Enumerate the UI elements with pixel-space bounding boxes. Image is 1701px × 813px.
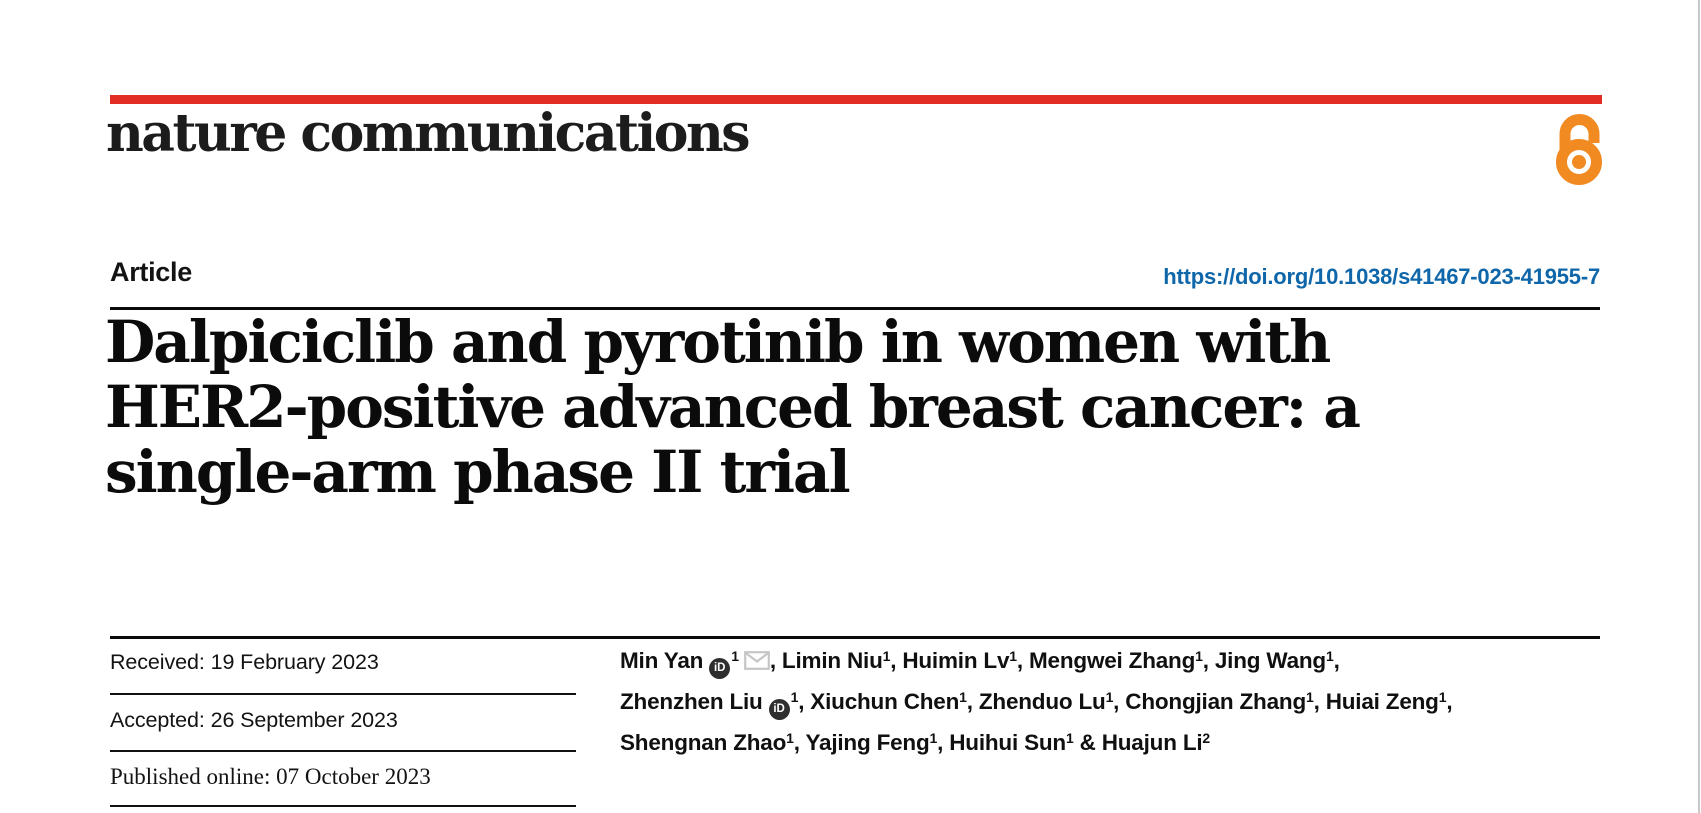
- affiliation-superscript: 1: [1325, 647, 1334, 664]
- page-right-edge: [1698, 0, 1700, 813]
- history-divider: [110, 693, 576, 695]
- author-name: Huajun Li: [1101, 730, 1203, 755]
- affiliation-superscript: 1: [1065, 729, 1074, 746]
- author-name: Huihui Sun: [949, 730, 1066, 755]
- history-divider: [110, 750, 576, 752]
- author-name: Mengwei Zhang: [1029, 648, 1196, 673]
- author-name: Yajing Feng: [805, 730, 930, 755]
- accepted-date: 26 September 2023: [210, 708, 398, 732]
- author-name: Limin Niu: [781, 648, 883, 673]
- email-icon[interactable]: [743, 642, 770, 683]
- orcid-icon[interactable]: iD: [768, 699, 790, 720]
- author-line: Min Yan iD1, Limin Niu1, Huimin Lv1, Meng…: [620, 640, 1630, 681]
- author-name: Min Yan: [620, 648, 704, 673]
- affiliation-superscript: 1: [731, 647, 739, 664]
- affiliation-superscript: 1: [1105, 688, 1114, 705]
- journal-logo: nature communications: [106, 103, 751, 164]
- affiliation-superscript: 1: [959, 688, 967, 705]
- author-name: Chongjian Zhang: [1125, 689, 1307, 714]
- title-line: single-arm phase II trial: [105, 438, 851, 506]
- affiliation-superscript: 1: [786, 729, 794, 746]
- accepted-label: Accepted:: [110, 708, 205, 732]
- author-name: Xiuchun Chen: [810, 689, 960, 714]
- published-label: Published online:: [110, 764, 271, 789]
- open-access-padlock-icon: [1552, 107, 1606, 190]
- metadata-top-rule: [110, 636, 1600, 639]
- affiliation-superscript: 1: [1195, 647, 1203, 664]
- affiliation-superscript: 1: [1009, 647, 1017, 664]
- brand-red-rule: [110, 95, 1602, 104]
- orcid-icon[interactable]: iD: [709, 658, 731, 679]
- article-header-rule: [110, 307, 1600, 310]
- author-line: Shengnan Zhao1, Yajing Feng1, Huihui Sun…: [620, 729, 1211, 755]
- received-date: 19 February 2023: [210, 650, 379, 674]
- published-date: 07 October 2023: [276, 764, 431, 789]
- affiliation-superscript: 1: [1306, 688, 1314, 705]
- published-row: Published online: 07 October 2023: [110, 764, 431, 790]
- affiliation-superscript: 1: [790, 688, 799, 705]
- author-lines: Min Yan iD1, Limin Niu1, Huimin Lv1, Meng…: [620, 640, 1630, 763]
- affiliation-superscript: 1: [1438, 688, 1447, 705]
- affiliation-superscript: 2: [1202, 729, 1211, 746]
- received-label: Received:: [110, 650, 205, 674]
- title-line: Dalpiciclib and pyrotinib in women with: [105, 308, 1331, 376]
- accepted-row: Accepted: 26 September 2023: [110, 708, 398, 733]
- article-type-label: Article: [110, 257, 192, 287]
- author-name: Zhenduo Lu: [978, 689, 1106, 714]
- author-name: Huimin Lv: [902, 648, 1010, 673]
- received-row: Received: 19 February 2023: [110, 650, 379, 675]
- article-title: Dalpiciclib and pyrotinib in women with …: [105, 310, 1525, 505]
- affiliation-superscript: 1: [882, 647, 891, 664]
- author-name: Shengnan Zhao: [620, 730, 787, 755]
- title-line: HER2-positive advanced breast cancer: a: [105, 373, 1361, 441]
- author-line: Zhenzhen Liu iD1, Xiuchun Chen1, Zhenduo …: [620, 681, 1630, 722]
- author-name: Jing Wang: [1214, 648, 1326, 673]
- author-name: Huiai Zeng: [1325, 689, 1439, 714]
- author-name: Zhenzhen Liu: [620, 689, 763, 714]
- doi-link[interactable]: https://doi.org/10.1038/s41467-023-41955…: [1163, 264, 1600, 289]
- history-divider: [110, 805, 576, 807]
- affiliation-superscript: 1: [929, 729, 938, 746]
